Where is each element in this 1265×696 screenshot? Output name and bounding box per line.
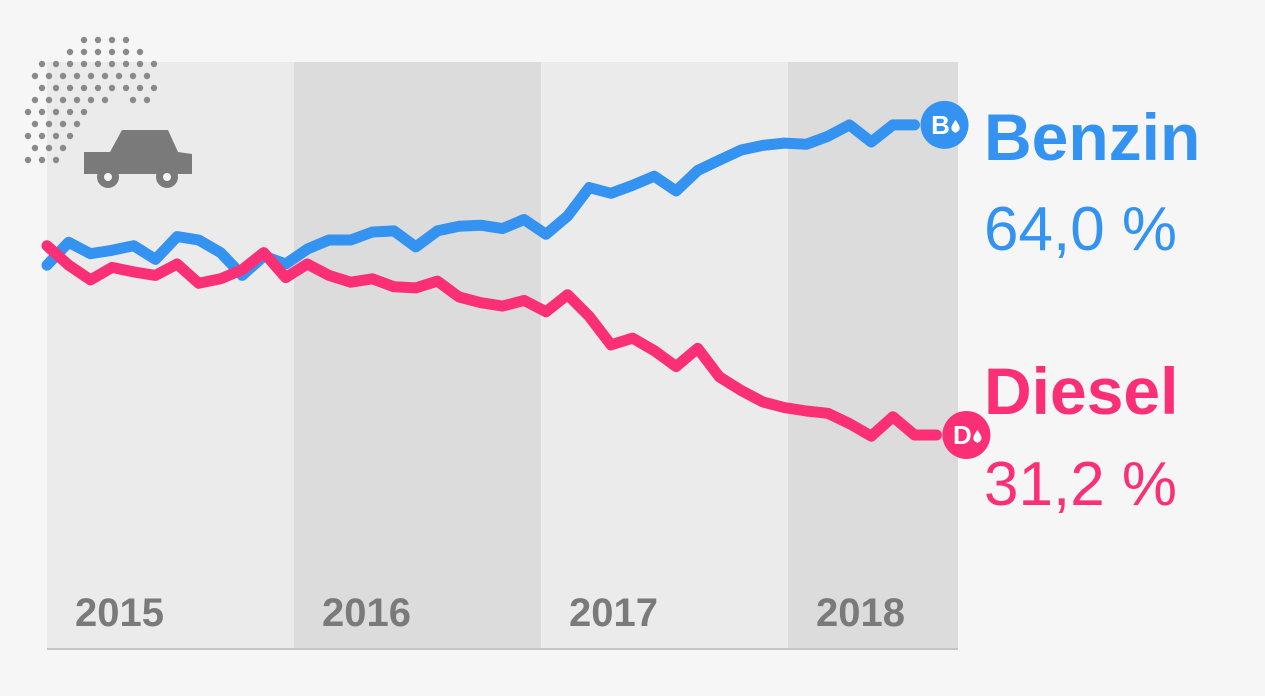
exhaust-dot — [73, 72, 81, 80]
exhaust-dot — [80, 84, 88, 92]
exhaust-dot — [66, 60, 74, 68]
exhaust-dot — [59, 96, 67, 104]
exhaust-dot — [122, 36, 130, 44]
exhaust-dot — [73, 120, 81, 128]
exhaust-dot — [24, 132, 32, 140]
year-label-2017: 2017 — [569, 591, 658, 635]
benzin-end-marker: B — [920, 100, 969, 149]
exhaust-dot — [52, 156, 60, 164]
year-label-2018: 2018 — [816, 591, 905, 635]
exhaust-dot — [122, 48, 130, 56]
exhaust-dot — [143, 96, 151, 104]
exhaust-dot — [45, 96, 53, 104]
exhaust-dot — [101, 72, 109, 80]
exhaust-dot — [108, 36, 116, 44]
year-band-2018 — [788, 62, 958, 649]
exhaust-dot — [31, 144, 39, 152]
series-line-diesel — [41, 240, 942, 442]
exhaust-dot — [143, 72, 151, 80]
exhaust-dot — [66, 48, 74, 56]
exhaust-dot — [52, 132, 60, 140]
exhaust-dot — [94, 36, 102, 44]
exhaust-dot — [38, 108, 46, 116]
exhaust-dot — [108, 60, 116, 68]
exhaust-dot — [87, 96, 95, 104]
exhaust-dot — [101, 96, 109, 104]
exhaust-dot — [66, 132, 74, 140]
year-label-2015: 2015 — [75, 591, 164, 635]
exhaust-dot — [66, 84, 74, 92]
drop-icon — [951, 119, 960, 133]
exhaust-dot — [73, 96, 81, 104]
exhaust-dot — [108, 48, 116, 56]
legend-diesel-name: Diesel — [984, 354, 1178, 428]
exhaust-dot — [136, 60, 144, 68]
exhaust-dot — [38, 156, 46, 164]
diesel-marker-letter: D — [953, 420, 972, 450]
diesel-end-marker: D — [942, 410, 991, 459]
exhaust-dot — [66, 108, 74, 116]
drop-icon — [973, 429, 982, 443]
exhaust-dot — [45, 120, 53, 128]
exhaust-dot — [59, 144, 67, 152]
exhaust-dot — [129, 72, 137, 80]
exhaust-dot — [52, 108, 60, 116]
exhaust-dot — [136, 84, 144, 92]
exhaust-dot — [52, 60, 60, 68]
exhaust-dot — [94, 84, 102, 92]
legend-diesel-value: 31,2 % — [984, 450, 1177, 519]
series-line-benzin — [41, 119, 920, 281]
exhaust-dot — [122, 84, 130, 92]
exhaust-dot — [38, 60, 46, 68]
legend-benzin-value: 64,0 % — [984, 195, 1177, 264]
exhaust-dot — [80, 60, 88, 68]
exhaust-dot — [59, 72, 67, 80]
exhaust-dot — [45, 72, 53, 80]
exhaust-dot — [80, 48, 88, 56]
exhaust-dot — [94, 60, 102, 68]
exhaust-dot — [80, 108, 88, 116]
exhaust-dot — [150, 60, 158, 68]
exhaust-dot — [80, 36, 88, 44]
exhaust-dot — [38, 84, 46, 92]
exhaust-dot — [31, 72, 39, 80]
car-icon — [84, 130, 192, 188]
exhaust-dots-icon — [24, 36, 158, 164]
benzin-marker-letter: B — [931, 110, 950, 140]
exhaust-dot — [38, 132, 46, 140]
exhaust-dot — [87, 72, 95, 80]
exhaust-dot — [115, 72, 123, 80]
exhaust-dot — [129, 96, 137, 104]
exhaust-dot — [31, 96, 39, 104]
legend-benzin-name: Benzin — [984, 100, 1200, 174]
exhaust-dot — [59, 120, 67, 128]
exhaust-dot — [45, 144, 53, 152]
exhaust-dot — [150, 84, 158, 92]
exhaust-dot — [136, 48, 144, 56]
exhaust-dot — [122, 60, 130, 68]
exhaust-dot — [52, 84, 60, 92]
year-band-2016 — [294, 62, 541, 649]
exhaust-dot — [94, 48, 102, 56]
exhaust-dot — [24, 108, 32, 116]
exhaust-dot — [31, 120, 39, 128]
exhaust-dot — [24, 156, 32, 164]
year-label-2016: 2016 — [322, 591, 411, 635]
exhaust-dot — [108, 84, 116, 92]
